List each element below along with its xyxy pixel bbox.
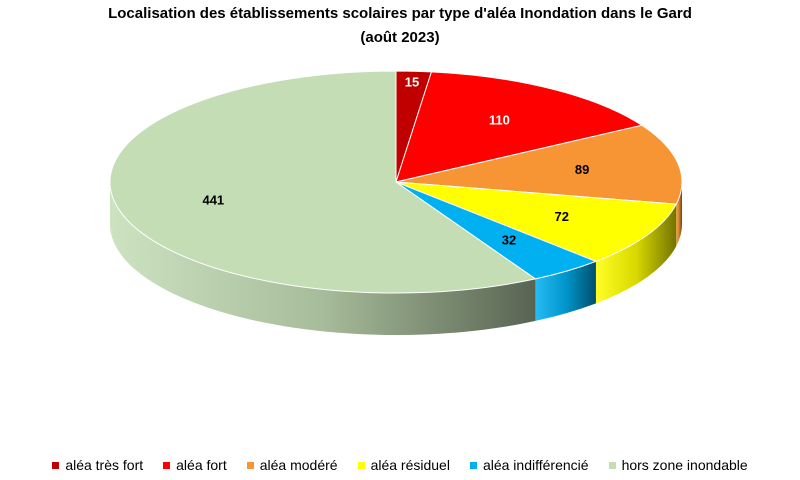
legend-swatch-4 xyxy=(469,461,477,469)
legend-item-0: aléa très fort xyxy=(52,457,143,473)
legend-item-1: aléa fort xyxy=(163,457,227,473)
legend-label-0: aléa très fort xyxy=(65,457,144,473)
data-label-2: 89 xyxy=(575,162,589,177)
pie-slice-2 xyxy=(395,124,683,205)
legend-item-3: aléa résiduel xyxy=(357,457,450,473)
pie-slice-5 xyxy=(109,70,537,294)
legend-swatch-0 xyxy=(52,461,60,469)
legend-item-2: aléa modéré xyxy=(246,457,338,473)
legend-label-1: aléa fort xyxy=(176,457,227,473)
legend-item-5: hors zone inondable xyxy=(608,457,748,473)
legend-swatch-3 xyxy=(357,461,365,469)
legend-label-3: aléa résiduel xyxy=(370,457,450,473)
pie-wall-shade-5 xyxy=(110,182,536,336)
data-label-3: 72 xyxy=(555,209,569,224)
data-label-1: 110 xyxy=(489,113,510,128)
legend-swatch-5 xyxy=(608,461,616,469)
legend-label-5: hors zone inondable xyxy=(621,457,748,473)
pie-wall-shade-2 xyxy=(676,182,682,247)
pie-data-labels: 15 110 89 72 32 441 xyxy=(202,74,589,247)
legend-item-4: aléa indifférencié xyxy=(469,457,589,473)
chart-legend: aléa très fort aléa fort aléa modéré aléa r… xyxy=(0,450,800,480)
chart-title-line-1: Localisation des établissements scolaire… xyxy=(108,5,692,22)
pie-slice-3 xyxy=(395,181,678,262)
pie-slice-1 xyxy=(395,71,644,183)
pie-chart: 15 110 89 72 32 441 xyxy=(109,70,683,336)
legend-swatch-2 xyxy=(246,461,254,469)
data-label-4: 32 xyxy=(502,233,516,248)
data-label-0: 15 xyxy=(405,74,419,89)
legend-label-4: aléa indifférencié xyxy=(482,457,589,473)
legend-swatch-1 xyxy=(163,461,171,469)
data-label-5: 441 xyxy=(202,192,224,207)
legend-label-2: aléa modéré xyxy=(259,457,338,473)
pie-wall-shade-4 xyxy=(535,261,596,321)
chart-title: Localisation des établissements scolaire… xyxy=(0,2,800,50)
pie-top-faces xyxy=(109,70,683,294)
chart-title-line-2: (août 2023) xyxy=(360,29,440,46)
